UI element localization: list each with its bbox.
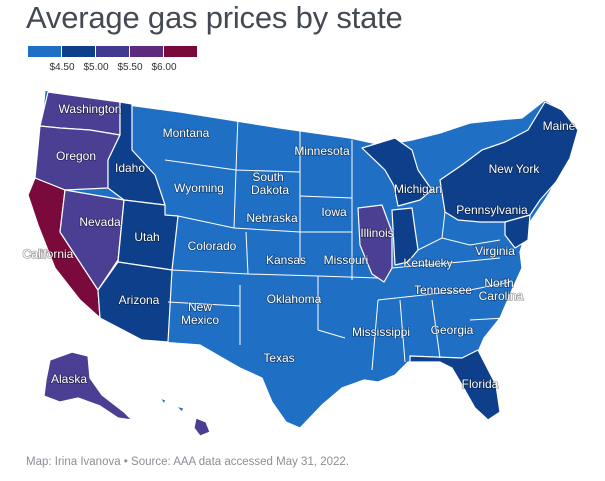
label-oklahoma: Oklahoma — [267, 292, 322, 306]
label-kansas: Kansas — [266, 253, 306, 267]
map-state-hawaii-islands[interactable] — [159, 397, 185, 413]
label-maine: Maine — [543, 119, 576, 133]
label-california: California — [23, 247, 74, 261]
label-colorado: Colorado — [188, 239, 237, 253]
label-south-dakota-2: Dakota — [251, 183, 289, 197]
label-alaska: Alaska — [51, 372, 87, 386]
label-new-york: New York — [489, 162, 541, 176]
legend-label-2: $5.00 — [83, 62, 109, 73]
label-texas: Texas — [263, 351, 294, 365]
map-state-florida[interactable] — [409, 349, 501, 421]
label-pennsylvania: Pennsylvania — [456, 203, 528, 217]
legend-swatch-4 — [130, 46, 163, 57]
legend-swatches — [28, 46, 198, 57]
legend-swatch-2 — [62, 46, 95, 57]
page-title: Average gas prices by state — [26, 0, 403, 35]
label-montana: Montana — [163, 126, 210, 140]
label-iowa: Iowa — [321, 205, 347, 219]
legend-swatch-1 — [28, 46, 61, 57]
map-state-indiana[interactable] — [391, 207, 419, 266]
legend-labels: $4.50 $5.00 $5.50 $6.00 — [28, 62, 198, 76]
legend-swatch-3 — [96, 46, 129, 57]
legend-label-3: $5.50 — [117, 62, 143, 73]
label-mississippi: Mississippi — [352, 325, 410, 339]
label-oregon: Oregon — [56, 149, 96, 163]
label-wyoming: Wyoming — [174, 181, 224, 195]
label-utah: Utah — [134, 230, 159, 244]
map-state-mid-atlantic[interactable] — [504, 214, 531, 249]
label-washington: Washington — [59, 102, 122, 116]
label-new-mexico-1: New — [188, 300, 212, 314]
source-caption: Map: Irina Ivanova • Source: AAA data ac… — [26, 456, 350, 468]
label-georgia: Georgia — [431, 323, 474, 337]
map-state-northeast[interactable] — [439, 101, 579, 223]
label-nebraska: Nebraska — [246, 211, 298, 225]
label-missouri: Missouri — [324, 253, 369, 267]
map-state-hawaii[interactable] — [193, 417, 211, 437]
label-arizona: Arizona — [119, 293, 160, 307]
label-nevada: Nevada — [79, 215, 121, 229]
legend-swatch-5 — [164, 46, 197, 57]
label-tennessee: Tennessee — [414, 283, 472, 297]
label-kentucky: Kentucky — [403, 256, 452, 270]
label-illinois: Illinois — [360, 226, 393, 240]
label-virginia: Virginia — [475, 244, 515, 258]
legend-label-4: $6.00 — [151, 62, 177, 73]
map-state-illinois[interactable] — [357, 204, 393, 283]
label-new-mexico-2: Mexico — [181, 313, 219, 327]
label-minnesota: Minnesota — [294, 144, 350, 158]
label-florida: Florida — [462, 377, 499, 391]
map-state-alaska[interactable] — [43, 351, 133, 421]
legend-label-1: $4.50 — [49, 62, 75, 73]
state-borders — [131, 103, 511, 371]
label-north-carolina-2: Carolina — [479, 289, 524, 303]
label-idaho: Idaho — [115, 161, 145, 175]
legend: $4.50 $5.00 $5.50 $6.00 — [28, 46, 198, 76]
label-michigan: Michigan — [394, 182, 442, 196]
label-south-dakota-1: South — [252, 170, 283, 184]
map-state-michigan[interactable] — [361, 137, 433, 207]
label-north-carolina-1: North — [484, 276, 513, 290]
